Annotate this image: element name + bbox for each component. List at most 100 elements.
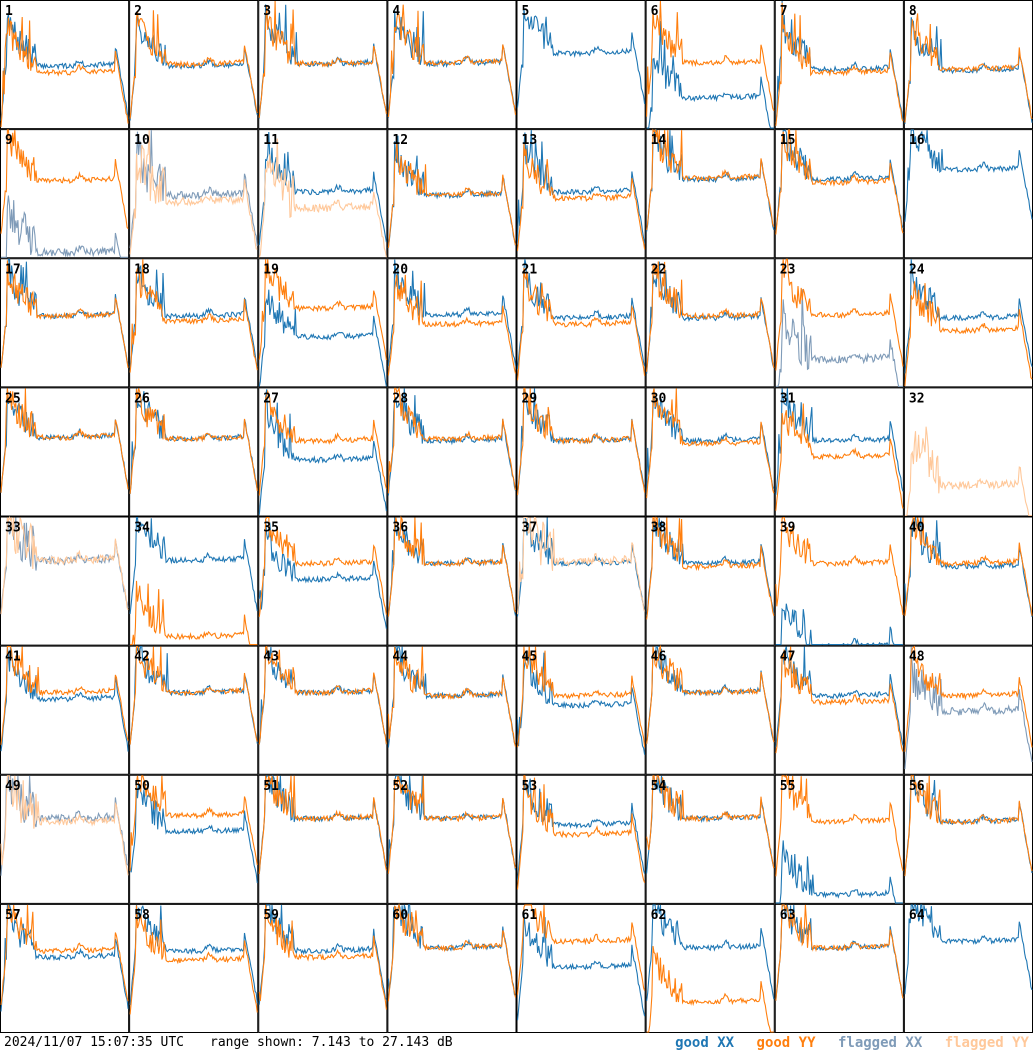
panel-label: 7 — [780, 4, 788, 19]
series-xx-line — [646, 20, 774, 129]
panel-frame — [645, 903, 775, 1033]
panel-16: 16 — [903, 129, 1033, 259]
series-yy-line — [775, 904, 904, 1001]
panel-label: 48 — [909, 650, 925, 665]
panel-11: 11 — [258, 129, 388, 259]
panel-label: 18 — [134, 262, 150, 277]
panel-17: 17 — [0, 258, 130, 388]
series-yy-line — [387, 386, 517, 494]
series-xx-line — [516, 516, 646, 617]
series-yy-line — [646, 644, 775, 744]
panel-label: 27 — [263, 391, 279, 406]
series-xx-line — [387, 388, 517, 496]
series-xx-line — [904, 904, 1033, 995]
series-xx-line — [904, 129, 1033, 222]
panel-label: 28 — [392, 391, 408, 406]
series-yy-line — [516, 775, 646, 890]
series-yy-line — [258, 904, 387, 1010]
panel-30: 30 — [645, 387, 775, 517]
panel-53: 53 — [516, 774, 646, 904]
panel-label: 50 — [134, 779, 150, 794]
series-yy-line — [129, 259, 258, 373]
panel-49: 49 — [0, 774, 130, 904]
series-yy-line — [387, 4, 517, 118]
panel-64: 64 — [903, 903, 1033, 1033]
panel-label: 3 — [263, 4, 271, 19]
series-xx-line — [0, 646, 129, 752]
series-xx-line — [129, 783, 258, 884]
panel-37: 37 — [516, 516, 646, 646]
panel-frame — [0, 129, 130, 259]
legend-flagged-yy: flagged YY — [944, 1035, 1029, 1051]
panel-frame — [129, 645, 259, 775]
panel-label: 22 — [651, 262, 667, 277]
panel-frame — [0, 645, 130, 775]
panel-19: 19 — [258, 258, 388, 388]
panel-frame — [774, 387, 904, 517]
series-yy-line — [516, 516, 646, 615]
series-yy-line — [904, 775, 1033, 877]
series-xx-line — [775, 646, 904, 747]
series-yy-line — [0, 646, 129, 745]
series-xx-line — [516, 646, 646, 755]
series-xx-line — [775, 0, 904, 123]
panel-frame — [645, 0, 775, 130]
panel-frame — [516, 645, 646, 775]
series-yy-line — [904, 645, 1033, 752]
panel-39: 39 — [774, 516, 904, 646]
series-xx-line — [387, 259, 517, 366]
series-yy-line — [904, 281, 1033, 387]
panel-8: 8 — [903, 0, 1033, 130]
panel-label: 42 — [134, 650, 150, 665]
panel-43: 43 — [258, 645, 388, 775]
panel-label: 20 — [392, 262, 408, 277]
panel-frame — [774, 903, 904, 1033]
series-yy-line — [0, 775, 129, 876]
series-yy-line — [646, 946, 774, 1033]
series-xx-line — [0, 258, 129, 368]
panel-38: 38 — [645, 516, 775, 646]
panel-label: 10 — [134, 133, 150, 148]
panel-frame — [774, 774, 904, 904]
panel-label: 36 — [392, 521, 408, 536]
panel-28: 28 — [387, 386, 517, 517]
series-yy-line — [516, 387, 646, 496]
legend: good XX good YY flagged XX flagged YY — [661, 1035, 1029, 1051]
legend-good-xx: good XX — [675, 1035, 735, 1051]
panel-label: 11 — [263, 133, 279, 148]
panel-frame — [516, 903, 646, 1033]
series-xx-line — [904, 517, 1033, 617]
series-xx-line — [129, 264, 258, 368]
series-yy-line — [646, 388, 775, 499]
panel-32: 32 — [903, 387, 1033, 517]
series-yy-line — [646, 128, 775, 231]
legend-good-yy: good YY — [756, 1035, 816, 1051]
series-yy-line — [0, 388, 129, 493]
panel-label: 59 — [263, 908, 279, 923]
series-yy-line — [775, 258, 904, 371]
panel-7: 7 — [774, 0, 904, 130]
panel-label: 30 — [651, 391, 667, 406]
panel-label: 23 — [780, 262, 796, 277]
panel-label: 43 — [263, 650, 279, 665]
panel-29: 29 — [516, 387, 646, 517]
panel-label: 16 — [909, 133, 925, 148]
panel-23: 23 — [774, 258, 904, 388]
panel-label: 9 — [5, 133, 13, 148]
panel-frame — [774, 516, 904, 646]
panel-label: 35 — [263, 521, 279, 536]
series-yy-line — [129, 10, 258, 119]
panel-label: 15 — [780, 133, 796, 148]
series-xx-line — [258, 519, 387, 629]
panel-frame — [645, 258, 775, 388]
series-xx-line — [775, 289, 903, 387]
panel-5: 5 — [516, 0, 646, 130]
panel-21: 21 — [516, 258, 646, 388]
panel-58: 58 — [129, 903, 259, 1033]
series-yy-line — [258, 138, 387, 258]
panel-label: 17 — [5, 262, 21, 277]
series-yy-line — [775, 403, 904, 511]
series-yy-line — [258, 389, 387, 496]
panel-36: 36 — [387, 515, 517, 646]
